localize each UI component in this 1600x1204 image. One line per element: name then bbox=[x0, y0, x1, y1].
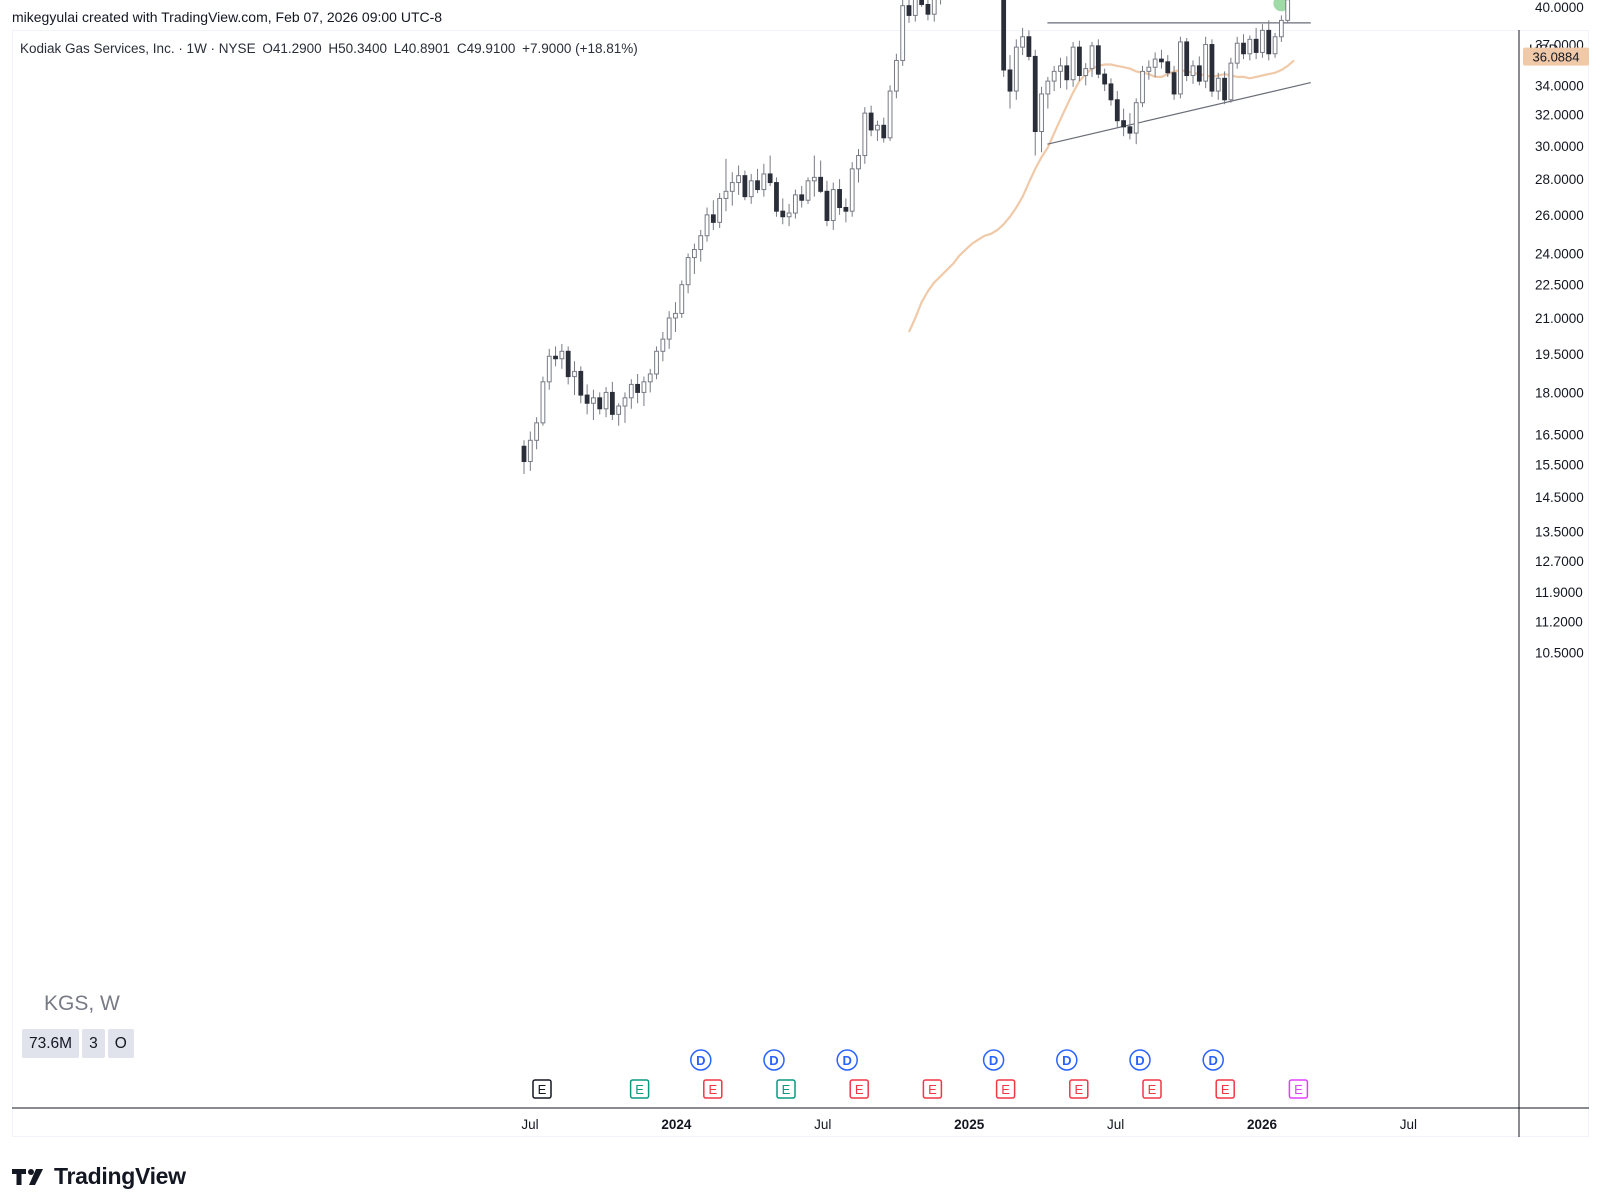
currency-selector[interactable]: USD bbox=[1529, 41, 1559, 57]
legend-change: +7.9000 (+18.81%) bbox=[522, 41, 638, 56]
legend-close: C49.9100 bbox=[456, 41, 516, 56]
candle-body bbox=[931, 0, 937, 15]
candle bbox=[906, 0, 912, 23]
breakout-marker bbox=[1273, 0, 1290, 12]
attribution-text: mikegyulai created with TradingView.com,… bbox=[12, 9, 443, 25]
candle-body bbox=[912, 0, 918, 16]
symbol-legend: Kodiak Gas Services, Inc. · 1W · NYSE O4… bbox=[20, 41, 641, 56]
candle-body bbox=[919, 0, 925, 5]
candle bbox=[940, 0, 942, 5]
chart-frame bbox=[12, 30, 1589, 1137]
legend-open: O41.2900 bbox=[262, 41, 322, 56]
status-badges: 73.6M 3 O bbox=[22, 1029, 134, 1058]
y-tick-label: 40.0000 bbox=[1535, 0, 1584, 15]
tradingview-logo-icon bbox=[12, 1168, 43, 1185]
legend-low: L40.8901 bbox=[393, 41, 451, 56]
tradingview-logo[interactable]: TradingView bbox=[12, 1163, 186, 1190]
candle bbox=[919, 0, 925, 7]
symbol-watermark: KGS, W bbox=[44, 992, 120, 1015]
tradingview-brand: TradingView bbox=[54, 1163, 186, 1189]
candle bbox=[1285, 0, 1291, 23]
candle-body bbox=[1285, 0, 1291, 21]
legend-title: Kodiak Gas Services, Inc. · 1W · NYSE bbox=[20, 41, 256, 56]
session-badge[interactable]: O bbox=[107, 1029, 134, 1058]
candle-body bbox=[925, 3, 931, 15]
candle-body bbox=[906, 5, 912, 16]
legend-high: H50.3400 bbox=[328, 41, 387, 56]
candle bbox=[925, 0, 931, 21]
candle bbox=[912, 0, 918, 22]
candle bbox=[931, 0, 937, 22]
count-badge[interactable]: 3 bbox=[82, 1029, 105, 1058]
volume-badge[interactable]: 73.6M bbox=[22, 1029, 80, 1058]
